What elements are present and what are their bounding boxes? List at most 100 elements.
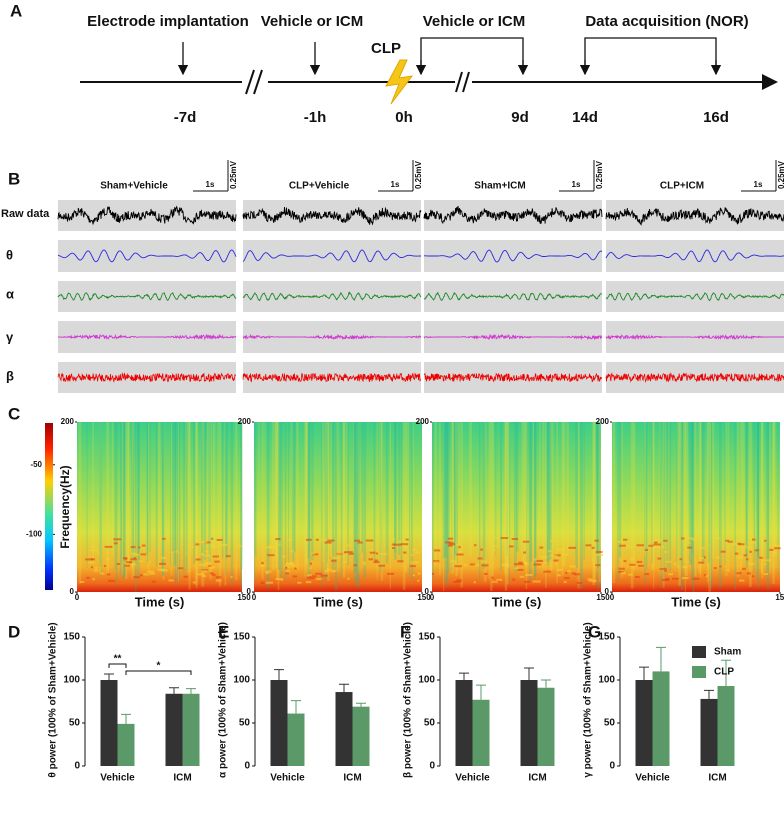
spectrogram-texture <box>464 563 467 566</box>
spectrogram-texture <box>512 578 516 581</box>
bar <box>182 693 200 766</box>
spectrogram-texture <box>168 579 175 582</box>
panel-letter: F <box>400 622 410 641</box>
eeg-trace <box>605 333 784 341</box>
spectrogram-texture <box>275 578 283 581</box>
spectrogram-texture <box>508 545 514 548</box>
spectrogram-texture <box>202 554 210 557</box>
spectrogram-texture <box>700 546 705 549</box>
spectrogram-texture <box>514 563 523 566</box>
spectrogram-texture <box>410 554 413 557</box>
spectrogram-texture <box>473 564 480 567</box>
spectrogram-texture <box>703 574 707 577</box>
time-point: 9d <box>511 109 529 126</box>
spectrogram-texture <box>104 545 113 548</box>
y-tick-label: 0 <box>425 587 430 596</box>
y-tick-label: 0 <box>247 587 252 596</box>
spectrogram-texture <box>159 562 166 565</box>
spectrogram-texture <box>368 558 373 561</box>
scale-amplitude: 0.25mV <box>777 160 784 189</box>
spectrogram-texture <box>331 559 337 562</box>
spectrogram-texture <box>95 567 98 570</box>
spectrogram-texture <box>400 543 409 546</box>
eeg-trace <box>423 206 603 224</box>
error-bar <box>356 702 366 707</box>
spectrogram-texture <box>125 561 132 564</box>
spectrogram-texture <box>297 581 302 584</box>
spectrogram-texture <box>629 563 636 566</box>
spectrogram-texture <box>496 578 503 581</box>
spectrogram-texture <box>432 572 435 575</box>
spectrogram-texture <box>412 574 415 577</box>
spectrogram-texture <box>107 573 111 576</box>
spectrogram-texture <box>261 562 264 565</box>
eeg-trace <box>57 333 237 341</box>
spectrogram-texture <box>133 576 140 579</box>
spectrogram-texture <box>306 574 312 577</box>
panel-letter: B <box>8 169 20 188</box>
legend-label: CLP <box>714 667 734 678</box>
spectrogram-texture <box>336 551 343 554</box>
spectrogram-texture <box>324 570 330 573</box>
spectrogram-texture <box>536 559 544 562</box>
spectrogram-texture <box>719 565 722 568</box>
eeg-trace <box>424 249 603 263</box>
spectrogram-texture <box>363 561 366 564</box>
error-bar <box>186 688 196 694</box>
spectrogram-texture <box>644 573 650 576</box>
spectrogram-texture <box>681 577 689 580</box>
spectrogram-texture <box>636 544 644 547</box>
trace-band <box>424 240 602 272</box>
legend-label: Sham <box>714 647 741 658</box>
bar <box>335 692 353 766</box>
spectrogram-texture <box>260 581 265 584</box>
bar <box>352 706 370 766</box>
trace-row-label: θ <box>6 247 13 262</box>
significance-label: ** <box>114 654 122 665</box>
error-bar <box>274 669 284 680</box>
bar <box>117 723 135 766</box>
eeg-trace <box>605 207 784 226</box>
spectrogram-texture <box>764 539 767 542</box>
condition-label: Sham+Vehicle <box>100 181 168 192</box>
eeg-trace <box>57 292 237 301</box>
y-tick-label: 150 <box>233 632 250 643</box>
y-tick-label: 0 <box>74 761 80 772</box>
x-tick-label: ICM <box>708 773 726 784</box>
eeg-trace <box>57 205 237 225</box>
condition-label: Sham+ICM <box>474 181 525 192</box>
spectrogram-texture <box>138 560 144 563</box>
spectrogram-texture <box>660 546 665 549</box>
spectrogram-texture <box>491 545 499 548</box>
y-tick-label: 0 <box>70 587 75 596</box>
spectrogram-texture <box>744 545 748 548</box>
spectrogram-texture <box>746 572 752 575</box>
spectrogram-texture <box>362 563 366 566</box>
spectrogram-texture <box>170 551 174 554</box>
spectrogram-texture <box>663 550 669 553</box>
spectrogram-texture <box>204 550 209 553</box>
spectrogram-texture <box>553 554 562 557</box>
x-tick-label: 150 <box>237 593 251 602</box>
spectrogram-texture <box>511 537 518 540</box>
panel-letter: A <box>10 1 22 20</box>
spectrogram-texture <box>713 567 717 570</box>
x-axis-label: Time (s) <box>671 594 721 609</box>
spectrogram-texture <box>200 552 204 555</box>
spectrogram-texture <box>409 565 416 568</box>
spectrogram-texture <box>326 539 335 542</box>
spectrogram-texture <box>354 539 360 542</box>
spectrogram-texture <box>86 576 90 579</box>
spectrogram-texture <box>628 573 633 576</box>
spectrogram-texture <box>672 577 679 580</box>
spectrogram-texture <box>517 568 524 571</box>
spectrogram-texture <box>215 576 222 579</box>
spectrogram-texture <box>653 539 662 542</box>
timeline-event: Vehicle or ICM <box>423 13 526 30</box>
error-bar <box>524 667 534 680</box>
spectrogram-texture <box>116 563 121 566</box>
spectrogram-texture <box>458 541 462 544</box>
spectrogram-texture <box>700 557 705 560</box>
spectrogram-texture <box>525 573 533 576</box>
spectrogram-texture <box>473 581 476 584</box>
